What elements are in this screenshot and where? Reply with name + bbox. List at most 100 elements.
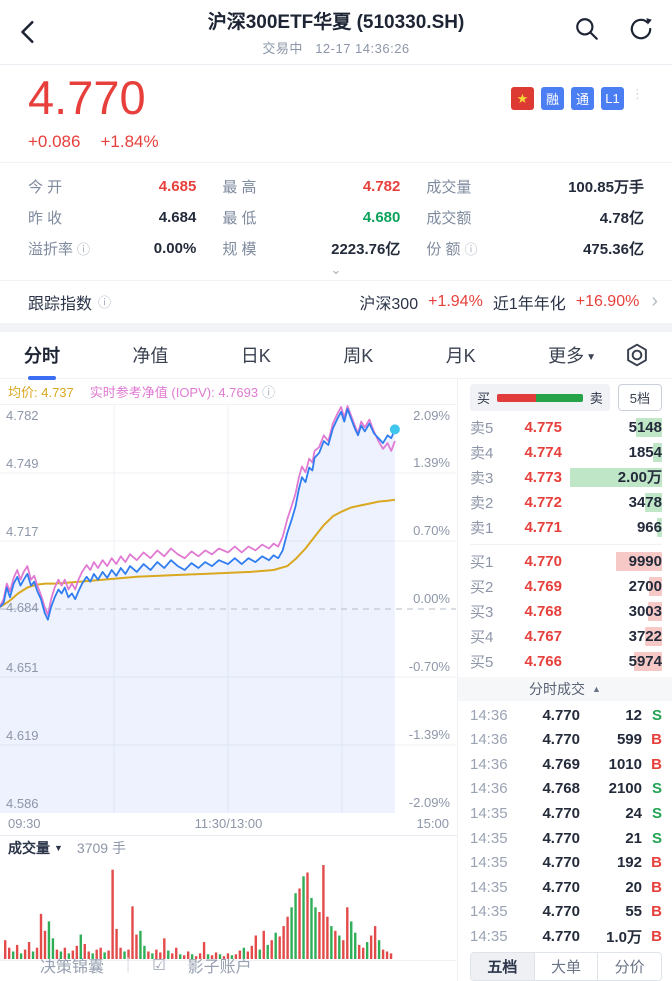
footer-tab-大单[interactable]: 大单 — [533, 952, 598, 980]
level-name: 卖5 — [470, 419, 494, 437]
tab-日K[interactable]: 日K — [240, 345, 271, 366]
bid-row[interactable]: 买5 4.766 5974 — [470, 649, 662, 674]
trade-volume: 24 — [625, 804, 642, 822]
buy-sell-gauge: 买 卖 — [470, 384, 610, 412]
volume-chart[interactable] — [0, 860, 456, 961]
level-name: 买2 — [470, 578, 494, 596]
trade-time: 14:35 — [470, 829, 508, 847]
trade-time: 14:36 — [470, 731, 508, 749]
settings-icon[interactable] — [624, 342, 650, 368]
ask-row[interactable]: 卖3 4.773 2.00万 — [470, 465, 662, 490]
l1-badge[interactable]: L1 — [601, 87, 624, 110]
trades-list[interactable]: 14:36 4.770 12 S 14:36 4.770 599 B 14:36 4.769 101… — [470, 703, 662, 949]
trade-volume: 20 — [625, 878, 642, 896]
stat-cell: 昨 收 4.684 — [28, 202, 222, 233]
bottom-toolbar: 决策锦囊 | ☑ 影子账户 — [0, 953, 490, 977]
depth-bar — [636, 417, 662, 437]
tab-月K[interactable]: 月K — [445, 345, 476, 366]
trade-row: 14:35 4.770 24 S — [470, 801, 662, 826]
trade-price: 4.770 — [542, 706, 580, 724]
info-icon[interactable]: ⓘ — [77, 241, 91, 257]
tracking-label: 跟踪指数 — [28, 295, 93, 313]
tracking-index-row[interactable]: 跟踪指数 ⓘ 沪深300 +1.94% 近1年年化 +16.90% › — [0, 279, 672, 323]
stat-cell: 今 开 4.685 — [28, 171, 222, 202]
china-flag-badge[interactable]: ★ — [511, 87, 534, 110]
search-icon[interactable] — [574, 16, 600, 42]
depth-bar — [570, 467, 662, 487]
stat-label: 规 模 — [222, 240, 257, 258]
depth-bar — [652, 442, 662, 462]
level-name: 买4 — [470, 628, 494, 646]
ask-row[interactable]: 卖2 4.772 3478 — [470, 490, 662, 515]
depth-bar — [649, 576, 662, 596]
connect-badge[interactable]: 通 — [571, 87, 594, 110]
refresh-icon[interactable] — [628, 16, 654, 42]
tab-周K[interactable]: 周K — [343, 345, 374, 366]
ask-row[interactable]: 卖5 4.775 5148 — [470, 415, 662, 440]
ask-row[interactable]: 卖1 4.771 966 — [470, 515, 662, 540]
trade-row: 14:36 4.770 12 S — [470, 703, 662, 728]
status-text: 交易中 — [262, 41, 303, 56]
x-axis: 09:30 11:30/13:00 15:00 — [0, 813, 457, 835]
stat-label: 昨 收 — [28, 209, 63, 227]
level-volume: 2700 — [570, 576, 662, 597]
trade-volume: 1.0万 — [606, 928, 642, 946]
tab-更多[interactable]: 更多 ▼ — [548, 345, 596, 366]
chart-column: 均价: 4.737 实时参考净值 (IOPV): 4.7693 ⓘ 4.782 4… — [0, 378, 458, 981]
ask-row[interactable]: 卖4 4.774 1854 — [470, 440, 662, 465]
tab-净值[interactable]: 净值 — [132, 345, 169, 366]
level-name: 卖4 — [470, 444, 494, 462]
checkbox-icon[interactable]: ☑ — [152, 957, 166, 974]
stat-label: 今 开 — [28, 178, 63, 196]
stat-value: 4.782 — [362, 177, 401, 195]
intraday-chart[interactable]: 4.782 4.749 4.717 4.684 4.651 4.619 4.586 2.09%… — [0, 403, 456, 813]
level-depth-button[interactable]: 5档 — [617, 384, 662, 412]
trade-price: 4.770 — [542, 829, 580, 847]
back-icon[interactable] — [16, 18, 42, 46]
tab-分时[interactable]: 分时 — [22, 338, 62, 372]
level-name: 买1 — [470, 553, 494, 571]
trade-side: S — [651, 780, 662, 798]
trade-price: 4.770 — [542, 854, 580, 872]
level-volume-text: 1854 — [628, 443, 662, 461]
bid-row[interactable]: 买4 4.767 3722 — [470, 624, 662, 649]
level-name: 卖2 — [470, 494, 494, 512]
bid-row[interactable]: 买1 4.770 9990 — [470, 549, 662, 574]
depth-bar — [634, 651, 662, 671]
level-volume: 3722 — [570, 626, 662, 647]
trade-price: 4.770 — [542, 927, 580, 945]
footer-tab-分价[interactable]: 分价 — [597, 952, 661, 980]
trade-side: B — [651, 854, 662, 872]
triangle-up-icon: ▲ — [592, 683, 601, 694]
trade-time: 14:35 — [470, 878, 508, 896]
shadow-account-button[interactable]: 影子账户 — [187, 959, 252, 976]
level-price: 4.771 — [524, 518, 562, 536]
trade-row: 14:35 4.770 192 B — [470, 850, 662, 875]
stat-value: 4.684 — [158, 208, 197, 226]
sell-label: 卖 — [589, 391, 603, 407]
bid-row[interactable]: 买3 4.768 3003 — [470, 599, 662, 624]
bid-row[interactable]: 买2 4.769 2700 — [470, 574, 662, 599]
trade-row: 14:35 4.770 1.0万 B — [470, 924, 662, 949]
trades-header[interactable]: 分时成交 ▲ — [458, 676, 672, 701]
avg-price-legend: 均价: 4.737 — [8, 384, 74, 400]
info-icon[interactable]: ⓘ — [464, 241, 478, 257]
level-volume: 9990 — [570, 551, 662, 572]
volume-selector[interactable]: 成交量 ▼ — [8, 839, 63, 856]
trade-row: 14:35 4.770 55 B — [470, 900, 662, 925]
level-price: 4.769 — [524, 577, 562, 595]
annualized-value: +16.90% — [575, 292, 640, 310]
index-name: 沪深300 — [359, 295, 419, 313]
trade-side: S — [651, 804, 662, 822]
trade-volume: 12 — [625, 706, 642, 724]
decision-kit-button[interactable]: 决策锦囊 — [40, 959, 105, 976]
trade-price: 4.770 — [542, 804, 580, 822]
info-icon[interactable]: ⓘ — [98, 295, 112, 311]
more-dots-icon[interactable]: ⋮ — [631, 86, 644, 101]
margin-badge[interactable]: 融 — [541, 87, 564, 110]
toolbar-divider: | — [126, 956, 131, 973]
info-icon[interactable]: ⓘ — [262, 384, 276, 400]
stats-expand-chevron-icon[interactable]: ⌄ — [330, 261, 342, 277]
level-name: 卖1 — [470, 519, 494, 537]
